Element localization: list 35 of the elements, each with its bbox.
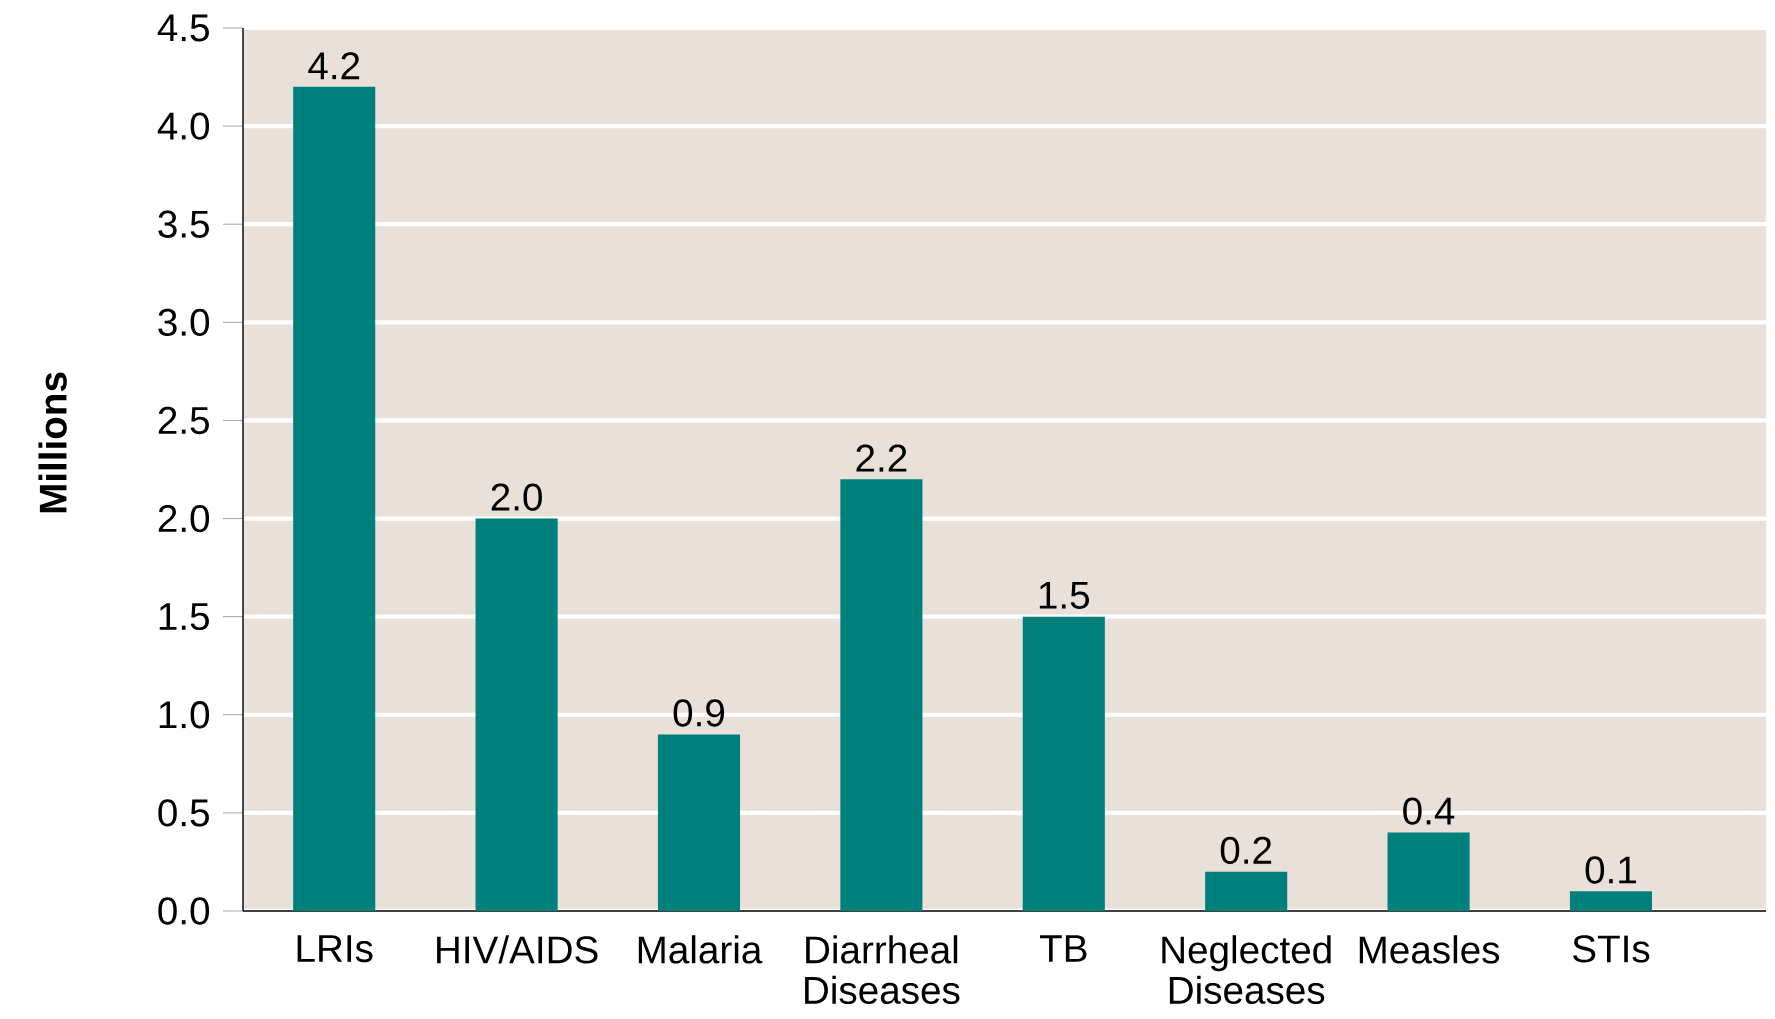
y-tick-label: 3.5 (158, 210, 209, 238)
y-tick-label: 0.5 (158, 799, 209, 827)
y-axis-title: Millions (38, 372, 67, 513)
y-tick-label: 2.0 (158, 504, 210, 533)
data-label: 2.2 (856, 444, 907, 472)
x-tick-label: TB (1039, 935, 1087, 962)
x-tick-label: Neglected Diseases (1162, 935, 1331, 1005)
x-tick-label: STIs (1573, 935, 1650, 963)
y-tick-label: 1.5 (159, 603, 209, 631)
data-label: 4.2 (308, 52, 360, 80)
data-label: 0.2 (1220, 836, 1272, 865)
data-label: 0.9 (673, 699, 725, 727)
y-tick-label: 4.5 (157, 14, 209, 42)
x-tick-label: LRIs (297, 935, 373, 963)
bar (657, 734, 741, 911)
bar (1022, 616, 1105, 911)
bar (475, 518, 558, 911)
y-tick-label: 0.0 (158, 897, 210, 925)
x-tick-label: Malaria (638, 935, 763, 964)
bar (1387, 832, 1470, 911)
data-label: 0.4 (1403, 797, 1455, 825)
y-tick-label: 4.0 (157, 112, 210, 140)
bar (840, 479, 923, 911)
y-tick-label: 3.0 (158, 308, 210, 337)
x-tick-label: HIV/AIDS (437, 935, 598, 964)
x-tick-label: Measles (1359, 935, 1500, 964)
data-label: 1.5 (1039, 581, 1089, 609)
bar (293, 86, 376, 911)
x-tick-label: Diarrheal Diseases (805, 935, 960, 1005)
y-tick-label: 1.0 (159, 701, 210, 729)
data-label: 0.1 (1585, 856, 1636, 884)
data-label: 2.0 (491, 483, 542, 511)
y-tick-label: 2.5 (158, 406, 209, 435)
bar (1205, 871, 1288, 911)
bar (1569, 891, 1653, 911)
